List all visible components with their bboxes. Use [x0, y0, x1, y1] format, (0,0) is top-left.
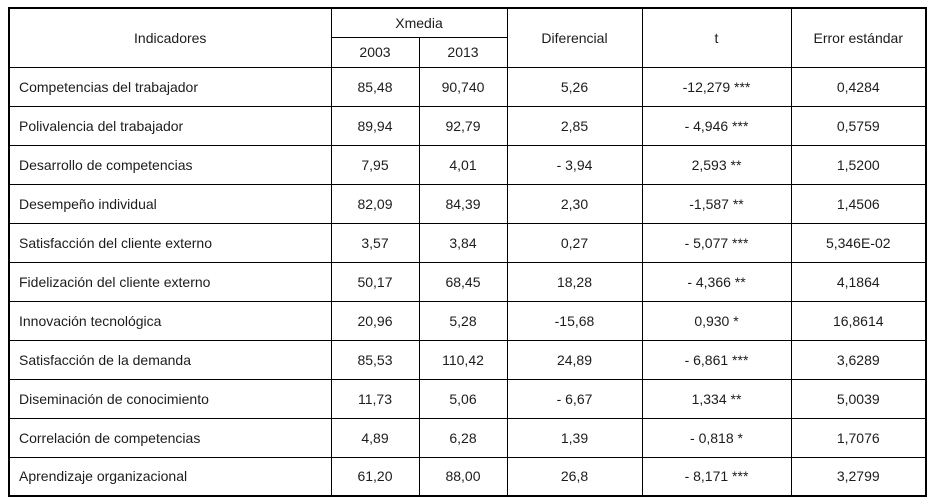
- cell-t-value: - 4,946 ***: [641, 105, 792, 146]
- cell-xmedia-2003: 4,89: [330, 417, 420, 458]
- cell-error-estandar: 1,5200: [790, 144, 927, 185]
- cell-indicador: Desarrollo de competencias: [8, 144, 332, 185]
- table-row: Competencias del trabajador 85,48 90,740…: [8, 66, 927, 107]
- cell-indicador: Aprendizaje organizacional: [8, 456, 332, 497]
- cell-error-estandar: 3,6289: [790, 339, 927, 380]
- cell-xmedia-2013: 90,740: [418, 66, 508, 107]
- cell-diferencial: 24,89: [506, 339, 643, 380]
- cell-diferencial: - 6,67: [506, 378, 643, 419]
- cell-indicador: Polivalencia del trabajador: [8, 105, 332, 146]
- cell-error-estandar: 5,346E-02: [790, 222, 927, 263]
- cell-xmedia-2003: 85,53: [330, 339, 420, 380]
- indicators-table: Indicadores Xmedia Diferencial t Error e…: [8, 7, 927, 497]
- cell-xmedia-2003: 7,95: [330, 144, 420, 185]
- cell-xmedia-2013: 68,45: [418, 261, 508, 302]
- cell-xmedia-2013: 6,28: [418, 417, 508, 458]
- cell-t-value: - 4,366 **: [641, 261, 792, 302]
- cell-xmedia-2003: 82,09: [330, 183, 420, 224]
- cell-indicador: Correlación de competencias: [8, 417, 332, 458]
- cell-xmedia-2003: 61,20: [330, 456, 420, 497]
- cell-xmedia-2003: 11,73: [330, 378, 420, 419]
- header-row-sub: 2003 2013: [9, 36, 926, 68]
- header-error-estandar: Error estándar: [790, 7, 927, 68]
- cell-xmedia-2013: 92,79: [418, 105, 508, 146]
- cell-diferencial: 0,27: [506, 222, 643, 263]
- cell-t-value: 2,593 **: [641, 144, 792, 185]
- cell-t-value: - 6,861 ***: [641, 339, 792, 380]
- cell-indicador: Fidelización del cliente externo: [8, 261, 332, 302]
- header-diferencial: Diferencial: [506, 7, 643, 68]
- table-row: Desempeño individual 82,09 84,39 2,30 -1…: [8, 183, 927, 224]
- cell-error-estandar: 5,0039: [790, 378, 927, 419]
- cell-xmedia-2003: 20,96: [330, 300, 420, 341]
- header-row-top: Indicadores Xmedia Diferencial t Error e…: [8, 7, 927, 68]
- cell-error-estandar: 3,2799: [790, 456, 927, 497]
- cell-indicador: Competencias del trabajador: [8, 66, 332, 107]
- cell-diferencial: 5,26: [506, 66, 643, 107]
- header-indicadores: Indicadores: [8, 7, 332, 68]
- cell-error-estandar: 4,1864: [790, 261, 927, 302]
- cell-t-value: - 8,171 ***: [641, 456, 792, 497]
- table-row: Correlación de competencias 4,89 6,28 1,…: [8, 417, 927, 458]
- cell-diferencial: 26,8: [506, 456, 643, 497]
- table-row: Innovación tecnológica 20,96 5,28 -15,68…: [8, 300, 927, 341]
- cell-xmedia-2013: 84,39: [418, 183, 508, 224]
- header-xmedia: Xmedia: [330, 7, 508, 38]
- table-header: Indicadores Xmedia Diferencial t Error e…: [8, 7, 927, 68]
- cell-indicador: Satisfacción de la demanda: [8, 339, 332, 380]
- cell-t-value: -1,587 **: [641, 183, 792, 224]
- cell-diferencial: 1,39: [506, 417, 643, 458]
- cell-diferencial: -15,68: [506, 300, 643, 341]
- cell-xmedia-2003: 3,57: [330, 222, 420, 263]
- cell-indicador: Desempeño individual: [8, 183, 332, 224]
- cell-diferencial: 2,85: [506, 105, 643, 146]
- cell-xmedia-2003: 89,94: [330, 105, 420, 146]
- cell-xmedia-2013: 4,01: [418, 144, 508, 185]
- cell-t-value: 0,930 *: [641, 300, 792, 341]
- cell-xmedia-2013: 110,42: [418, 339, 508, 380]
- cell-error-estandar: 1,4506: [790, 183, 927, 224]
- table-row: Desarrollo de competencias 7,95 4,01 - 3…: [8, 144, 927, 185]
- header-t: t: [641, 7, 792, 68]
- cell-error-estandar: 16,8614: [790, 300, 927, 341]
- table-row: Aprendizaje organizacional 61,20 88,00 2…: [8, 456, 927, 497]
- cell-indicador: Diseminación de conocimiento: [8, 378, 332, 419]
- header-year-2013: 2013: [418, 36, 508, 68]
- cell-error-estandar: 0,5759: [790, 105, 927, 146]
- table-row: Polivalencia del trabajador 89,94 92,79 …: [8, 105, 927, 146]
- cell-t-value: -12,279 ***: [641, 66, 792, 107]
- cell-indicador: Satisfacción del cliente externo: [8, 222, 332, 263]
- cell-xmedia-2013: 3,84: [418, 222, 508, 263]
- cell-error-estandar: 0,4284: [790, 66, 927, 107]
- table-row: Satisfacción de la demanda 85,53 110,42 …: [8, 339, 927, 380]
- table-row: Diseminación de conocimiento 11,73 5,06 …: [8, 378, 927, 419]
- cell-xmedia-2013: 88,00: [418, 456, 508, 497]
- table-row: Satisfacción del cliente externo 3,57 3,…: [8, 222, 927, 263]
- cell-t-value: - 0,818 *: [641, 417, 792, 458]
- cell-t-value: - 5,077 ***: [641, 222, 792, 263]
- table-row: Fidelización del cliente externo 50,17 6…: [8, 261, 927, 302]
- cell-xmedia-2003: 85,48: [330, 66, 420, 107]
- cell-diferencial: 18,28: [506, 261, 643, 302]
- cell-indicador: Innovación tecnológica: [8, 300, 332, 341]
- cell-diferencial: 2,30: [506, 183, 643, 224]
- table-body: Competencias del trabajador 85,48 90,740…: [8, 66, 927, 497]
- cell-xmedia-2003: 50,17: [330, 261, 420, 302]
- cell-error-estandar: 1,7076: [790, 417, 927, 458]
- cell-diferencial: - 3,94: [506, 144, 643, 185]
- cell-t-value: 1,334 **: [641, 378, 792, 419]
- cell-xmedia-2013: 5,06: [418, 378, 508, 419]
- cell-xmedia-2013: 5,28: [418, 300, 508, 341]
- header-year-2003: 2003: [330, 36, 420, 68]
